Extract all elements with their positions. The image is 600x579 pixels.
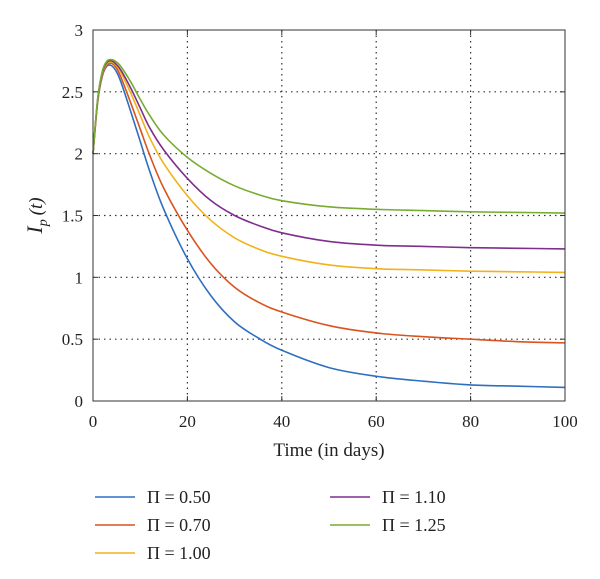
series-line-3 (92, 61, 566, 274)
y-tick-label: 0 (75, 392, 84, 411)
legend-label-3: Π = 1.00 (147, 543, 211, 563)
legend: Π = 0.50 Π = 1.10 Π = 0.70 Π = 1.25 Π = 1.00 (95, 487, 446, 563)
y-tick-label: 2.5 (62, 83, 83, 102)
grid (93, 30, 565, 401)
y-axis-title-subscript: p (36, 219, 51, 227)
x-tick-label: 60 (368, 412, 385, 431)
y-tick-label: 3 (75, 21, 84, 40)
axis-ticks: 0 20 40 60 80 100 0 0.5 1 1.5 2 2.5 3 (62, 21, 578, 431)
legend-label-2: Π = 0.70 (147, 515, 211, 535)
plot-frame (92, 29, 566, 402)
series-line-5 (92, 58, 566, 214)
y-tick-label: 1.5 (62, 207, 83, 226)
series-lines (92, 58, 566, 389)
y-tick-label: 0.5 (62, 330, 83, 349)
x-tick-label: 100 (552, 412, 578, 431)
series-line-1 (92, 64, 566, 389)
y-tick-label: 2 (75, 145, 84, 164)
x-tick-label: 80 (462, 412, 479, 431)
x-tick-label: 0 (89, 412, 98, 431)
y-axis-title-main: I (22, 225, 47, 235)
y-axis-title: Ip (t) (22, 197, 51, 234)
y-axis-title-arg: (t) (26, 197, 47, 215)
x-tick-label: 40 (273, 412, 290, 431)
legend-label-4: Π = 1.10 (382, 487, 446, 507)
x-axis-title: Time (in days) (273, 440, 384, 461)
series-line-2 (92, 62, 566, 344)
y-tick-label: 1 (75, 268, 84, 287)
x-tick-label: 20 (179, 412, 196, 431)
legend-label-1: Π = 0.50 (147, 487, 211, 507)
series-line-4 (92, 59, 566, 250)
legend-label-5: Π = 1.25 (382, 515, 446, 535)
